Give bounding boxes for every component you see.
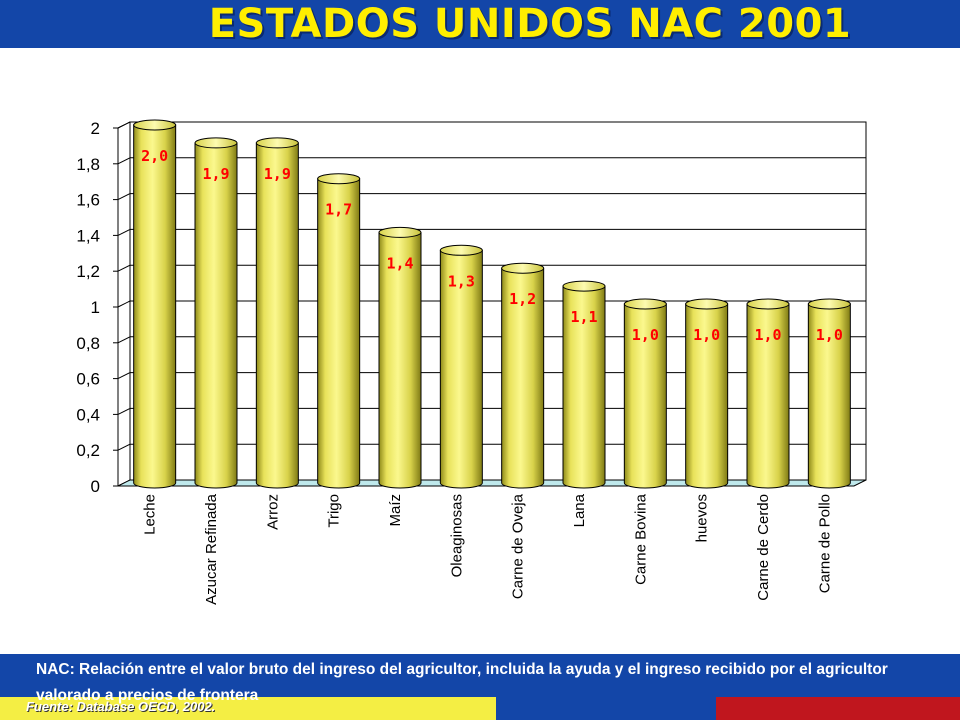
bar xyxy=(685,298,729,489)
page-title: ESTADOS UNIDOS NAC 2001 xyxy=(208,1,852,47)
data-label: 1,2 xyxy=(509,290,536,308)
bar-body xyxy=(133,124,177,489)
bar-top xyxy=(439,244,483,256)
x-tick-label: Trigo xyxy=(326,494,343,528)
bar-top xyxy=(194,137,238,149)
source-note: Fuente: Database OECD, 2002. xyxy=(26,699,216,714)
data-label: 1,0 xyxy=(816,326,843,344)
bar-body xyxy=(807,303,851,489)
bar-body xyxy=(194,142,238,489)
gridline-side xyxy=(117,228,131,236)
data-label: 1,7 xyxy=(325,201,352,219)
gridlines xyxy=(117,121,866,487)
chart-floor xyxy=(117,479,867,487)
floor-plane xyxy=(117,479,867,487)
gridline-side xyxy=(117,407,131,415)
x-tick-label: Carne de Cerdo xyxy=(755,494,772,601)
bar xyxy=(807,298,851,489)
bar-body xyxy=(685,303,729,489)
gridline-side xyxy=(117,193,131,201)
x-tick-label: Carne de Oveja xyxy=(510,493,527,599)
x-tick-label: Lana xyxy=(571,493,588,527)
y-tick-label: 0 xyxy=(91,477,100,496)
x-tick-label: Leche xyxy=(142,494,159,535)
y-tick-label: 0,8 xyxy=(76,334,100,353)
footer-accent-yellow xyxy=(0,697,496,720)
y-tick-label: 0,4 xyxy=(76,405,100,424)
bar-top xyxy=(133,119,177,131)
y-tick-label: 2 xyxy=(91,119,100,138)
data-label: 1,1 xyxy=(570,308,597,326)
bar-body xyxy=(378,231,422,489)
y-tick-label: 0,6 xyxy=(76,370,100,389)
bar xyxy=(378,226,422,489)
gridline-side xyxy=(117,300,131,308)
bar xyxy=(317,173,361,489)
footer-accent-red xyxy=(716,697,960,720)
bar-top xyxy=(255,137,299,149)
bar-body xyxy=(746,303,790,489)
x-tick-label: Azucar Refinada xyxy=(203,493,220,605)
bar xyxy=(746,298,790,489)
bar xyxy=(255,137,299,489)
data-label: 1,3 xyxy=(448,272,475,290)
x-tick-label: Maíz xyxy=(387,494,404,527)
data-labels: 2,0 1,9 1,9 1,7 1,4 1,3 1,2 1,1 1,0 1,0 1,0 1,0 xyxy=(141,147,843,344)
y-axis-top xyxy=(117,121,131,129)
y-tick-label: 1,4 xyxy=(76,226,100,245)
data-label: 1,9 xyxy=(202,165,229,183)
footnote: NAC: Relación entre el valor bruto del i… xyxy=(36,661,888,704)
x-tick-label: Oleaginosas xyxy=(448,494,465,577)
bar xyxy=(133,119,177,489)
bar xyxy=(623,298,667,489)
bar xyxy=(501,262,545,489)
bar-body xyxy=(255,142,299,489)
y-tick-label: 1,6 xyxy=(76,191,100,210)
data-label: 1,4 xyxy=(386,254,413,272)
bar xyxy=(439,244,483,489)
gridline-side xyxy=(117,157,131,165)
bar-top xyxy=(623,298,667,310)
data-label: 1,0 xyxy=(632,326,659,344)
x-tick-label: Arroz xyxy=(264,494,281,530)
bar-body xyxy=(501,267,545,489)
gridline-side xyxy=(117,264,131,272)
bars xyxy=(133,119,851,489)
bar-body xyxy=(623,303,667,489)
bar-top xyxy=(378,226,422,238)
data-label: 1,0 xyxy=(693,326,720,344)
gridline-side xyxy=(117,372,131,380)
bar-top xyxy=(746,298,790,310)
bar-top xyxy=(807,298,851,310)
x-tick-label: Carne Bovina xyxy=(632,493,649,585)
data-label: 2,0 xyxy=(141,147,168,165)
bar xyxy=(194,137,238,489)
gridline-side xyxy=(117,443,131,451)
x-tick-label: huevos xyxy=(694,494,711,542)
header-bar xyxy=(0,0,960,48)
bar-body xyxy=(439,249,483,489)
x-axis: Leche Azucar Refinada Arroz Trigo Maíz Oleagi… xyxy=(142,493,834,605)
y-tick-label: 1,8 xyxy=(76,155,100,174)
x-tick-label: Carne de Pollo xyxy=(816,494,833,593)
y-axis: 0 0,2 0,4 0,6 0,8 1 1,2 1,4 1,6 1,8 2 xyxy=(76,119,131,496)
y-tick-label: 1 xyxy=(91,298,100,317)
bar-body xyxy=(317,178,361,489)
bar-body xyxy=(562,285,606,489)
gridline-side xyxy=(117,336,131,344)
bar xyxy=(562,280,606,489)
bar-top xyxy=(685,298,729,310)
y-tick-label: 0,2 xyxy=(76,441,100,460)
bar-top xyxy=(501,262,545,274)
bar-top xyxy=(317,173,361,185)
y-tick-label: 1,2 xyxy=(76,262,100,281)
data-label: 1,0 xyxy=(754,326,781,344)
data-label: 1,9 xyxy=(264,165,291,183)
bar-top xyxy=(562,280,606,292)
bar-chart: 0 0,2 0,4 0,6 0,8 1 1,2 1,4 1,6 1,8 2 2,0 1,9 1,9 1,7… xyxy=(76,119,867,605)
